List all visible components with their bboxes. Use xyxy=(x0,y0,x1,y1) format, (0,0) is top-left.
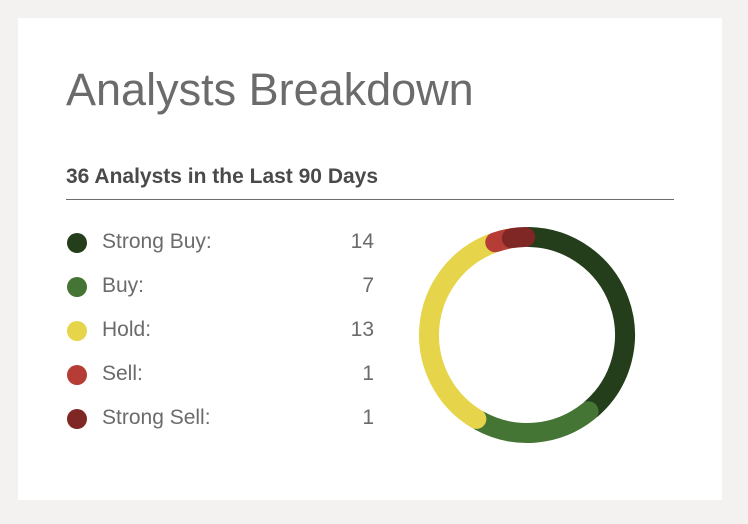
donut-slice-strong-buy xyxy=(518,227,635,419)
card-title: Analysts Breakdown xyxy=(66,64,474,115)
legend-item-strong-buy: Strong Buy: 14 xyxy=(66,225,376,269)
legend-label-sell: Sell: xyxy=(102,362,143,385)
donut-slice-hold xyxy=(419,233,502,429)
legend-swatch-sell xyxy=(67,365,87,385)
legend-label-strong-buy: Strong Buy: xyxy=(102,230,212,253)
legend-value-hold: 13 xyxy=(350,318,374,341)
legend-swatch-hold xyxy=(67,321,87,341)
donut-slice-strong-sell xyxy=(501,227,536,249)
analysts-breakdown-card: Analysts Breakdown 36 Analysts in the La… xyxy=(18,18,722,500)
legend-value-sell: 1 xyxy=(362,362,374,385)
legend-swatch-strong-buy xyxy=(67,233,87,253)
legend-item-strong-sell: Strong Sell: 1 xyxy=(66,401,376,445)
legend-label-buy: Buy: xyxy=(102,274,145,297)
legend-item-buy: Buy: 7 xyxy=(66,269,376,313)
subtitle-divider xyxy=(66,199,674,200)
legend-value-strong-buy: 14 xyxy=(350,230,374,253)
chart-legend: Strong Buy: 14 Buy: 7 Hold: 13 Sell: 1 S… xyxy=(66,225,376,445)
legend-item-sell: Sell: 1 xyxy=(66,357,376,401)
legend-swatch-strong-sell xyxy=(67,409,87,429)
legend-value-strong-sell: 1 xyxy=(362,406,374,429)
legend-value-buy: 7 xyxy=(362,274,374,297)
legend-label-hold: Hold: xyxy=(102,318,152,341)
legend-swatch-buy xyxy=(67,277,87,297)
card-subtitle: 36 Analysts in the Last 90 Days xyxy=(66,165,379,188)
legend-item-hold: Hold: 13 xyxy=(66,313,376,357)
donut-slice-buy xyxy=(469,401,599,443)
legend-label-strong-sell: Strong Sell: xyxy=(102,406,211,429)
donut-chart xyxy=(419,227,635,443)
